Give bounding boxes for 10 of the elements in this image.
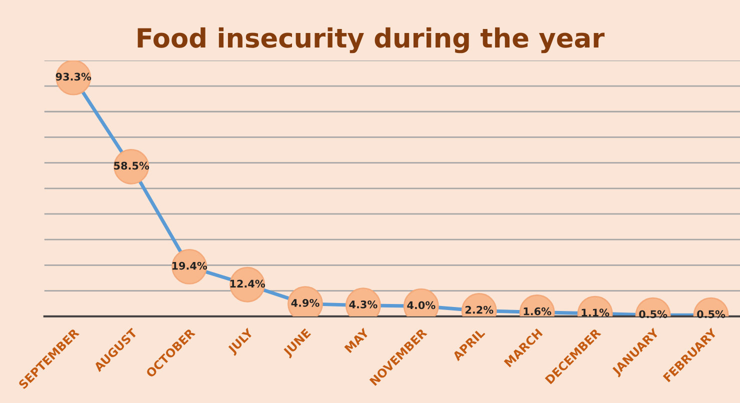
data-label: 4.9%: [291, 298, 320, 307]
data-label: 0.5%: [639, 310, 668, 318]
data-label: 4.3%: [349, 300, 378, 308]
data-label: 19.4%: [172, 262, 208, 270]
data-label: 4.0%: [407, 301, 436, 310]
chart-title: Food insecurity during the year: [138, 27, 605, 54]
data-label: 58.5%: [114, 162, 150, 170]
data-label: 93.3%: [56, 72, 92, 81]
data-label: 12.4%: [230, 280, 266, 288]
data-label: 0.5%: [697, 310, 726, 318]
